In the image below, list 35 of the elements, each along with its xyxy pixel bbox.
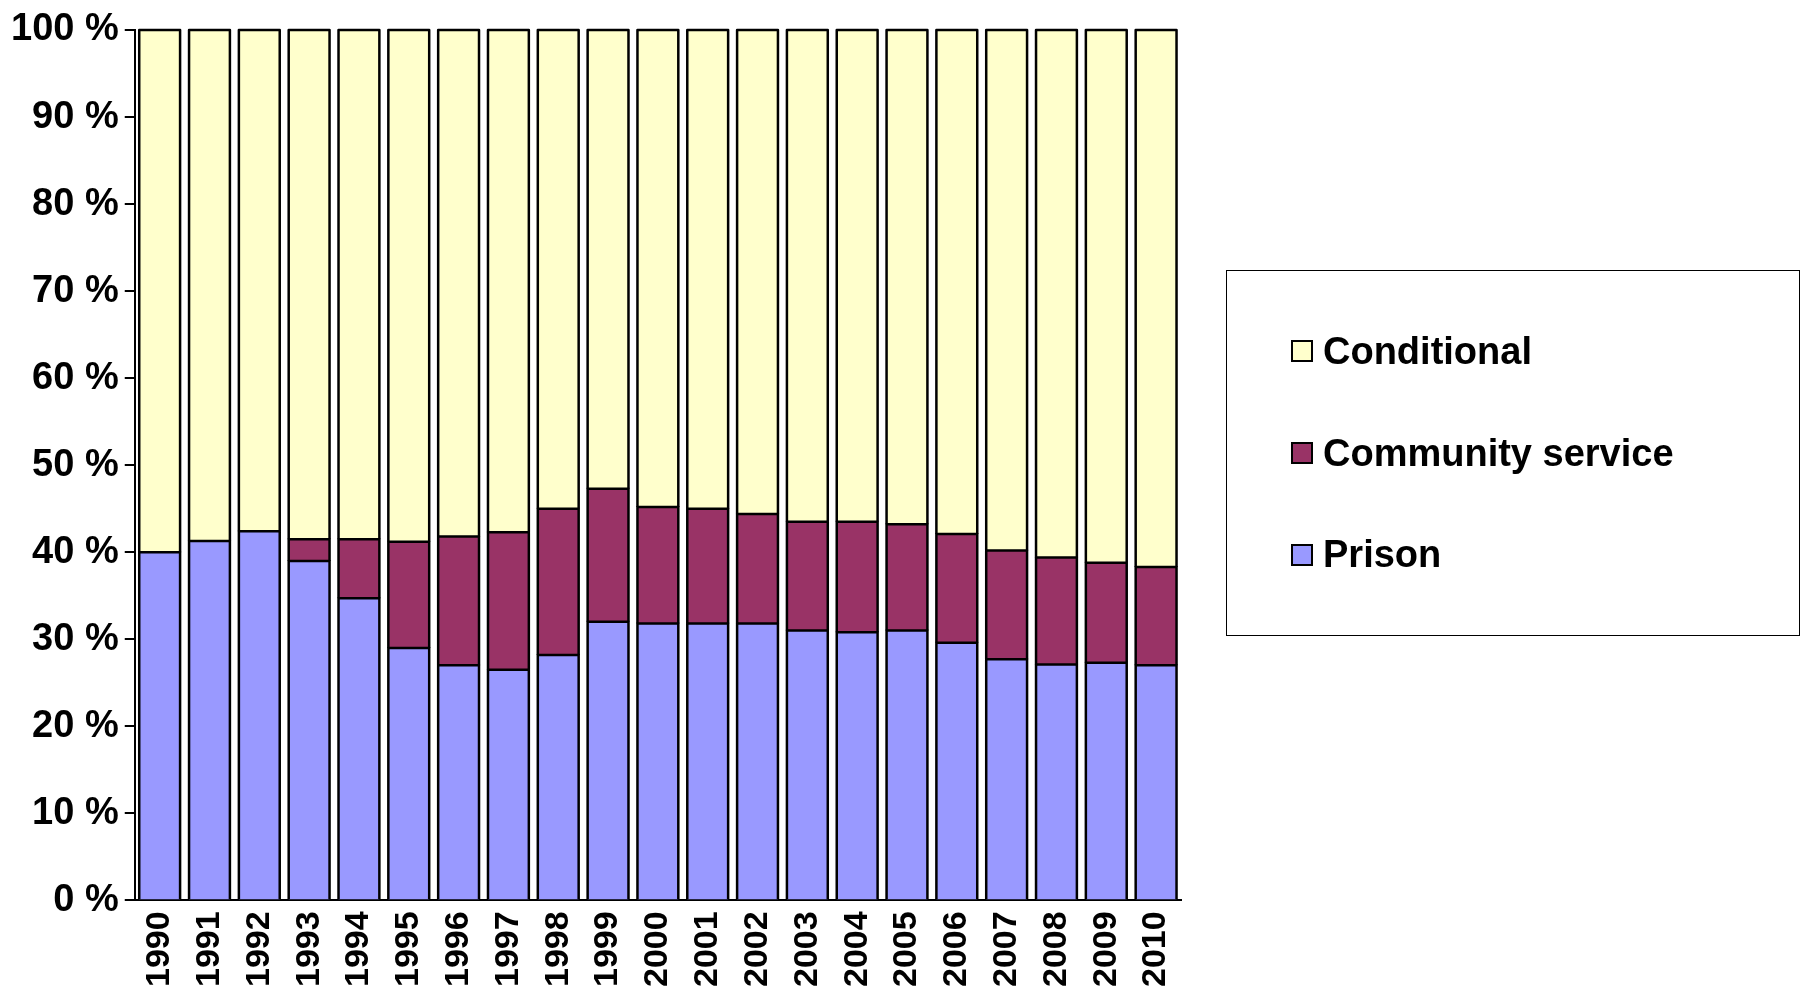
x-tick-label: 2007 (985, 911, 1024, 987)
x-tick-label: 1991 (187, 911, 226, 987)
x-tick-label: 2000 (636, 911, 675, 987)
x-tick-label: 1990 (138, 911, 177, 987)
y-tick-label: 90 % (32, 93, 119, 136)
y-tick-label: 50 % (32, 441, 119, 484)
x-tick-label: 2009 (1084, 911, 1123, 987)
x-tick-label: 1993 (287, 911, 326, 987)
x-tick-label: 1994 (337, 911, 376, 987)
y-tick-label: 60 % (32, 354, 119, 397)
legend-label: Prison (1323, 533, 1442, 577)
y-tick-label: 40 % (32, 528, 119, 571)
x-tick-label: 1992 (237, 911, 276, 987)
x-tick-label: 1997 (486, 911, 525, 987)
x-tick-label: 2006 (935, 911, 974, 987)
x-tick-label: 1999 (586, 911, 625, 987)
y-tick-label: 10 % (32, 789, 119, 832)
x-tick-label: 2003 (785, 911, 824, 987)
x-tick-label: 2004 (835, 911, 874, 987)
x-tick-label: 1995 (387, 911, 426, 987)
y-tick-label: 70 % (32, 267, 119, 310)
y-tick-label: 0 % (53, 876, 119, 919)
x-tick-label: 2008 (1034, 911, 1073, 987)
y-tick-label: 30 % (32, 615, 119, 658)
legend-label: Community service (1323, 431, 1674, 475)
y-tick-label: 100 % (11, 6, 119, 49)
x-tick-label: 2001 (686, 911, 725, 987)
x-tick-label: 2005 (885, 911, 924, 987)
x-tick-label: 1998 (536, 911, 575, 987)
x-tick-label: 1996 (436, 911, 475, 987)
text: Conditional (1323, 329, 1532, 373)
y-tick-label: 20 % (32, 702, 119, 745)
x-tick-label: 2002 (735, 911, 774, 987)
x-tick-label: 2010 (1134, 911, 1173, 987)
y-tick-label: 80 % (32, 180, 119, 223)
